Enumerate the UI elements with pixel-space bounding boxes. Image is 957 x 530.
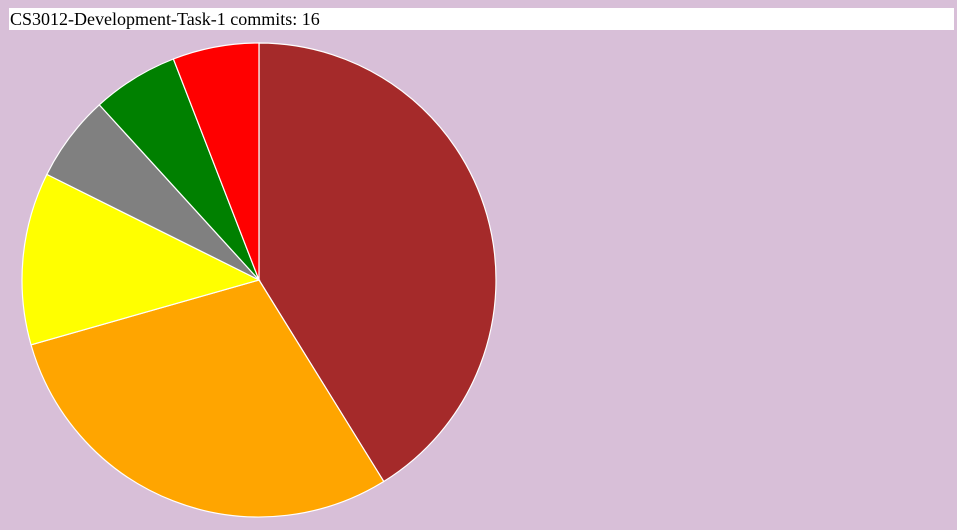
chart-title: CS3012-Development-Task-1 commits: 16 <box>9 8 954 30</box>
pie-slice-2 <box>30 279 385 518</box>
pie-slice-1 <box>258 42 497 483</box>
pie-slice-3 <box>21 173 261 346</box>
pie-slice-6 <box>172 42 260 281</box>
